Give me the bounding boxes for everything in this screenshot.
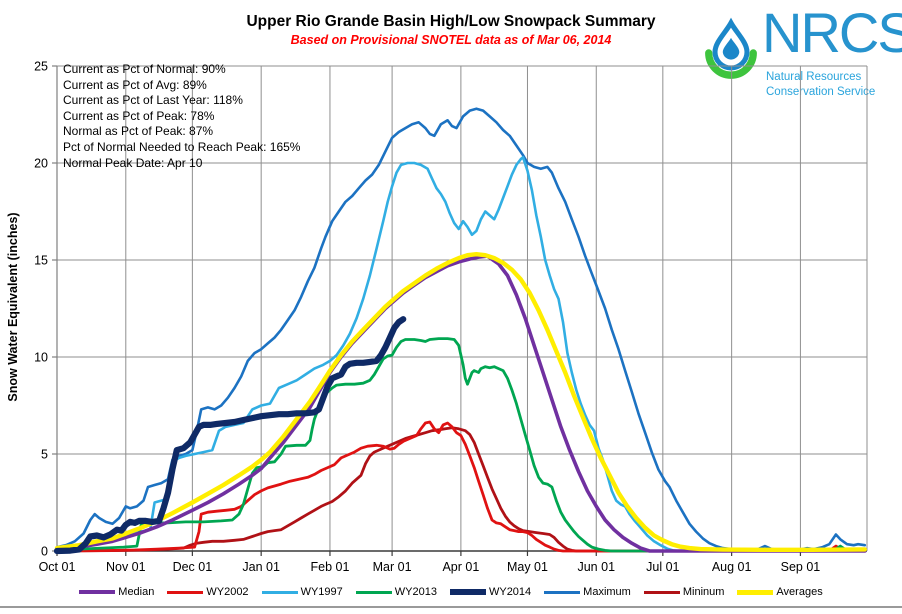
- legend-swatch-WY2014: [449, 589, 486, 595]
- y-tick-label: 25: [34, 60, 48, 74]
- stats-line: Normal as Pct of Peak: 87%: [63, 124, 214, 139]
- stats-line: Current as Pct of Last Year: 118%: [63, 93, 243, 108]
- legend-swatch-Averages: [737, 589, 774, 595]
- x-tick-label: Oct 01: [39, 560, 76, 574]
- legend-label: Median: [118, 586, 155, 598]
- series-line-Averages: [54, 251, 867, 552]
- x-tick-label: Jan 01: [242, 560, 280, 574]
- legend-label: WY2013: [394, 586, 437, 598]
- chart-legend: Median WY2002 WY1997 WY2013 WY2014 Maximum Min…: [0, 586, 902, 598]
- x-tick-label: Aug 01: [712, 560, 752, 574]
- legend-swatch-Maximum: [544, 590, 581, 594]
- y-tick-label: 0: [41, 545, 48, 559]
- x-tick-label: Feb 01: [310, 560, 349, 574]
- series-line-Mininum: [55, 426, 867, 553]
- legend-label: WY2014: [488, 586, 532, 598]
- x-tick-label: Nov 01: [106, 560, 146, 574]
- legend-swatch-WY2002: [167, 590, 204, 594]
- legend-item-Maximum: Maximum: [544, 586, 631, 598]
- legend-item-WY2002: WY2002: [167, 586, 249, 598]
- y-tick-label: 20: [34, 157, 48, 171]
- stats-line: Current as Pct of Peak: 78%: [63, 108, 215, 123]
- stats-line: Current as Pct of Avg: 89%: [63, 77, 207, 92]
- stats-line: Pct of Normal Needed to Reach Peak: 165%: [63, 139, 301, 154]
- y-axis-title: Snow Water Equivalent (inches): [6, 212, 20, 402]
- nrcs-subtitle-line2: Conservation Service: [766, 85, 876, 98]
- x-tick-label: Mar 01: [373, 560, 412, 574]
- nrcs-subtitle-line1: Natural Resources: [766, 71, 862, 83]
- legend-item-WY2013: WY2013: [355, 586, 437, 598]
- legend-label: Mininum: [682, 586, 725, 598]
- legend-swatch-WY1997: [261, 590, 298, 594]
- x-tick-label: Dec 01: [173, 560, 213, 574]
- chart-subtitle: Based on Provisional SNOTEL data as of M…: [290, 33, 612, 47]
- legend-item-Mininum: Mininum: [643, 586, 725, 598]
- stats-annotation-box: Current as Pct of Normal: 90% Current as …: [63, 62, 300, 171]
- legend-swatch-Mininum: [643, 590, 680, 594]
- x-tick-label: May 01: [507, 560, 548, 574]
- nrcs-subtitle: Natural Resources Conservation Service: [766, 70, 875, 99]
- x-tick-label: Apr 01: [442, 560, 479, 574]
- legend-item-WY2014: WY2014: [449, 586, 532, 598]
- x-tick-label: Jul 01: [646, 560, 679, 574]
- nrcs-acronym: NRCS: [762, 1, 902, 64]
- legend-swatch-Median: [79, 590, 116, 594]
- y-tick-label: 5: [41, 448, 48, 462]
- x-tick-label: Jun 01: [577, 560, 615, 574]
- series-line-WY1997: [55, 155, 867, 553]
- series-line-Maximum: [55, 107, 867, 552]
- series-line-WY2002: [55, 420, 867, 553]
- series-line-WY2014: [53, 316, 407, 555]
- chart-title: Upper Rio Grande Basin High/Low Snowpack…: [246, 13, 656, 30]
- x-tick-label: Sep 01: [781, 560, 821, 574]
- nrcs-droplet-icon: [705, 17, 757, 79]
- nrcs-logo: NRCS Natural Resources Conservation Serv…: [700, 1, 902, 107]
- stats-line: Current as Pct of Normal: 90%: [63, 62, 226, 76]
- y-tick-label: 15: [34, 254, 48, 268]
- bottom-border-line: [0, 606, 902, 608]
- stats-line: Normal Peak Date: Apr 10: [63, 155, 203, 170]
- series-line-WY2013: [55, 337, 867, 553]
- legend-swatch-WY2013: [355, 590, 392, 594]
- legend-label: Maximum: [583, 586, 631, 598]
- legend-label: WY2002: [206, 586, 249, 598]
- legend-item-Median: Median: [79, 586, 154, 598]
- legend-item-WY1997: WY1997: [261, 586, 343, 598]
- legend-label: Averages: [776, 586, 823, 598]
- legend-item-Averages: Averages: [737, 586, 823, 598]
- legend-label: WY1997: [300, 586, 343, 598]
- y-tick-label: 10: [34, 351, 48, 365]
